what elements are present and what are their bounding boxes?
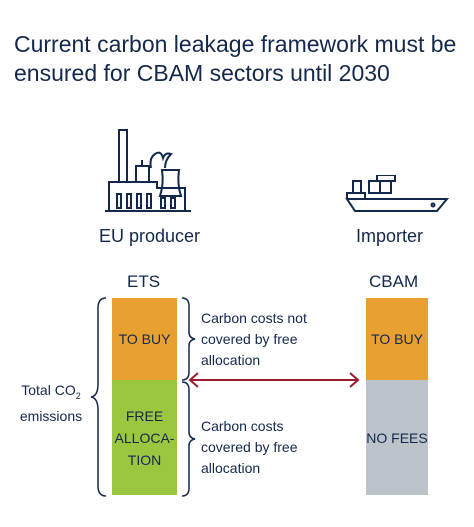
covered-brace: [181, 381, 196, 497]
free-allocation-line: ALLOCA-: [114, 429, 175, 446]
eu-producer-label: EU producer: [99, 226, 201, 246]
ets-to-buy-block: TO BUY: [112, 298, 177, 380]
total-co2-text: Total CO: [21, 382, 76, 398]
cbam-to-buy-text: TO BUY: [371, 331, 423, 347]
not-covered-brace: [181, 297, 196, 381]
annotation-line: allocation: [201, 352, 261, 368]
double-arrow-icon: [188, 372, 360, 388]
annotation-line: covered by free: [201, 439, 298, 455]
free-allocation-line: FREE: [125, 407, 164, 424]
cbam-no-fees-block: NO FEES: [366, 380, 428, 495]
ets-free-allocation-block: FREE ALLOCA- TION: [112, 380, 177, 495]
annotation-line: Carbon costs: [201, 418, 284, 434]
emissions-text: emissions: [19, 407, 83, 424]
co2-subscript: 2: [75, 390, 81, 401]
total-emissions-brace: [90, 297, 107, 497]
not-covered-annotation: Carbon costs not covered by free allocat…: [201, 308, 307, 371]
annotation-line: Carbon costs not: [201, 310, 307, 326]
cbam-label: CBAM: [369, 272, 419, 291]
total-emissions-label: Total CO2 emissions: [14, 380, 88, 426]
covered-annotation: Carbon costs covered by free allocation: [201, 416, 298, 479]
ets-label: ETS: [127, 272, 161, 291]
annotation-line: allocation: [201, 460, 261, 476]
factory-icon: [105, 129, 191, 212]
cargo-ship-icon: [345, 175, 450, 212]
ets-to-buy-text: TO BUY: [118, 331, 171, 347]
page-title: Current carbon leakage framework must be…: [14, 31, 457, 86]
annotation-line: covered by free: [201, 331, 298, 347]
cbam-no-fees-text: NO FEES: [366, 429, 428, 446]
free-allocation-line: TION: [127, 451, 162, 468]
cbam-to-buy-block: TO BUY: [366, 298, 428, 380]
importer-label: Importer: [356, 226, 424, 246]
